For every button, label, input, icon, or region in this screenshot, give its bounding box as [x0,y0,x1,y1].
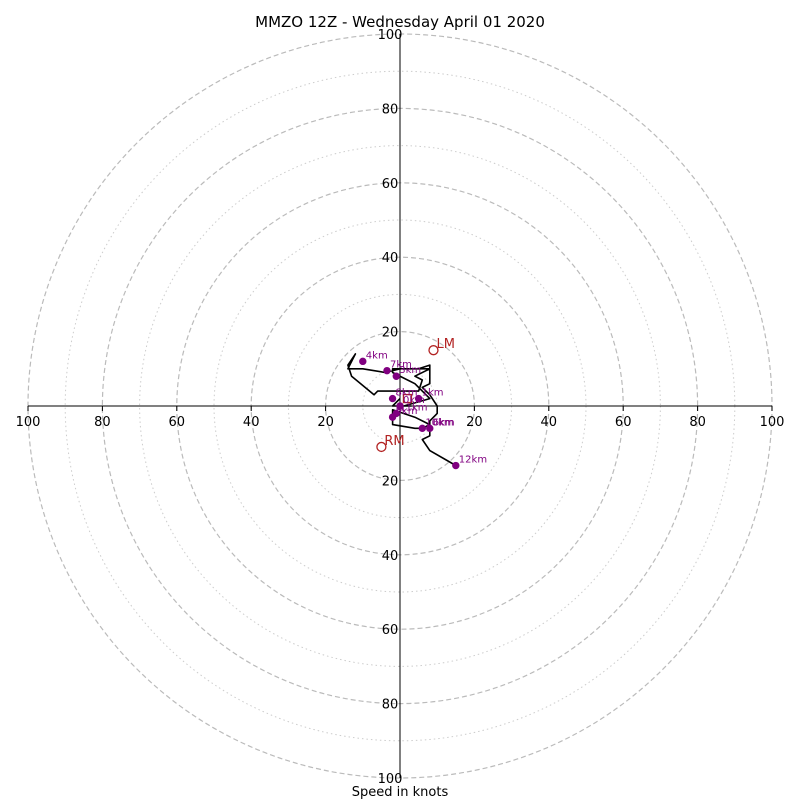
height-label-1km: 1km [422,388,444,399]
height-label-3km: 3km [399,365,421,376]
height-point-5km [388,413,397,421]
y-tick-label: 80 [382,102,399,117]
height-label-0km: 0km [403,395,425,406]
x-tick-label: 40 [541,415,558,430]
x-tick-label: 80 [689,415,706,430]
y-tick-label: 100 [378,28,403,43]
storm-motion-markers: LM RM [376,337,455,453]
y-tick-label: 40 [382,251,399,266]
y-tick-label: 80 [382,698,399,713]
height-label-8km: 8km [396,388,418,399]
height-label-5km: 5km [396,406,418,417]
x-tick-label: 100 [760,415,785,430]
height-point-0km [396,402,404,410]
y-tick-label: 20 [382,326,399,341]
height-label-4km: 4km [366,350,388,361]
height-point-10km [418,424,427,433]
y-tick-label: 100 [378,772,403,787]
height-point-1km [414,394,423,403]
storm-motion-rm-label: RM [384,434,404,449]
x-tick-label: 20 [466,415,483,430]
x-tick-label: 100 [16,415,41,430]
x-tick-label: 80 [94,415,111,430]
x-tick-label: 20 [317,415,334,430]
height-point-8km [388,394,397,403]
chart-title: MMZO 12Z - Wednesday April 01 2020 [255,13,545,31]
x-tick-label: 60 [169,415,186,430]
height-point-6km [426,424,434,433]
height-point-3km [392,372,400,380]
height-label-12km: 12km [459,455,487,466]
height-label-10km: 10km [425,417,453,428]
mean-wind-marker [402,393,413,404]
x-tick-label: 60 [615,415,632,430]
height-label-7km: 7km [390,360,412,371]
height-label-11km: 11km [399,402,427,413]
x-tick-label: 40 [243,415,260,430]
storm-motion-lm-marker [428,345,439,356]
y-tick-label: 40 [382,549,399,564]
storm-motion-rm-marker [376,441,387,453]
y-tick-label: 60 [382,623,399,638]
x-axis-label: Speed in knots [352,785,449,800]
height-point-4km [359,357,367,366]
y-tick-label: 20 [382,474,399,489]
y-tick-label: 60 [382,177,399,192]
tick-labels: 100 80 60 40 20 20 40 60 80 100 100 80 60 40 20 20 40 60 8… [16,28,785,787]
height-point-12km [452,461,460,470]
height-point-7km [383,366,391,375]
storm-motion-lm-label: LM [436,337,454,352]
height-label-6km: 6km [433,417,455,428]
